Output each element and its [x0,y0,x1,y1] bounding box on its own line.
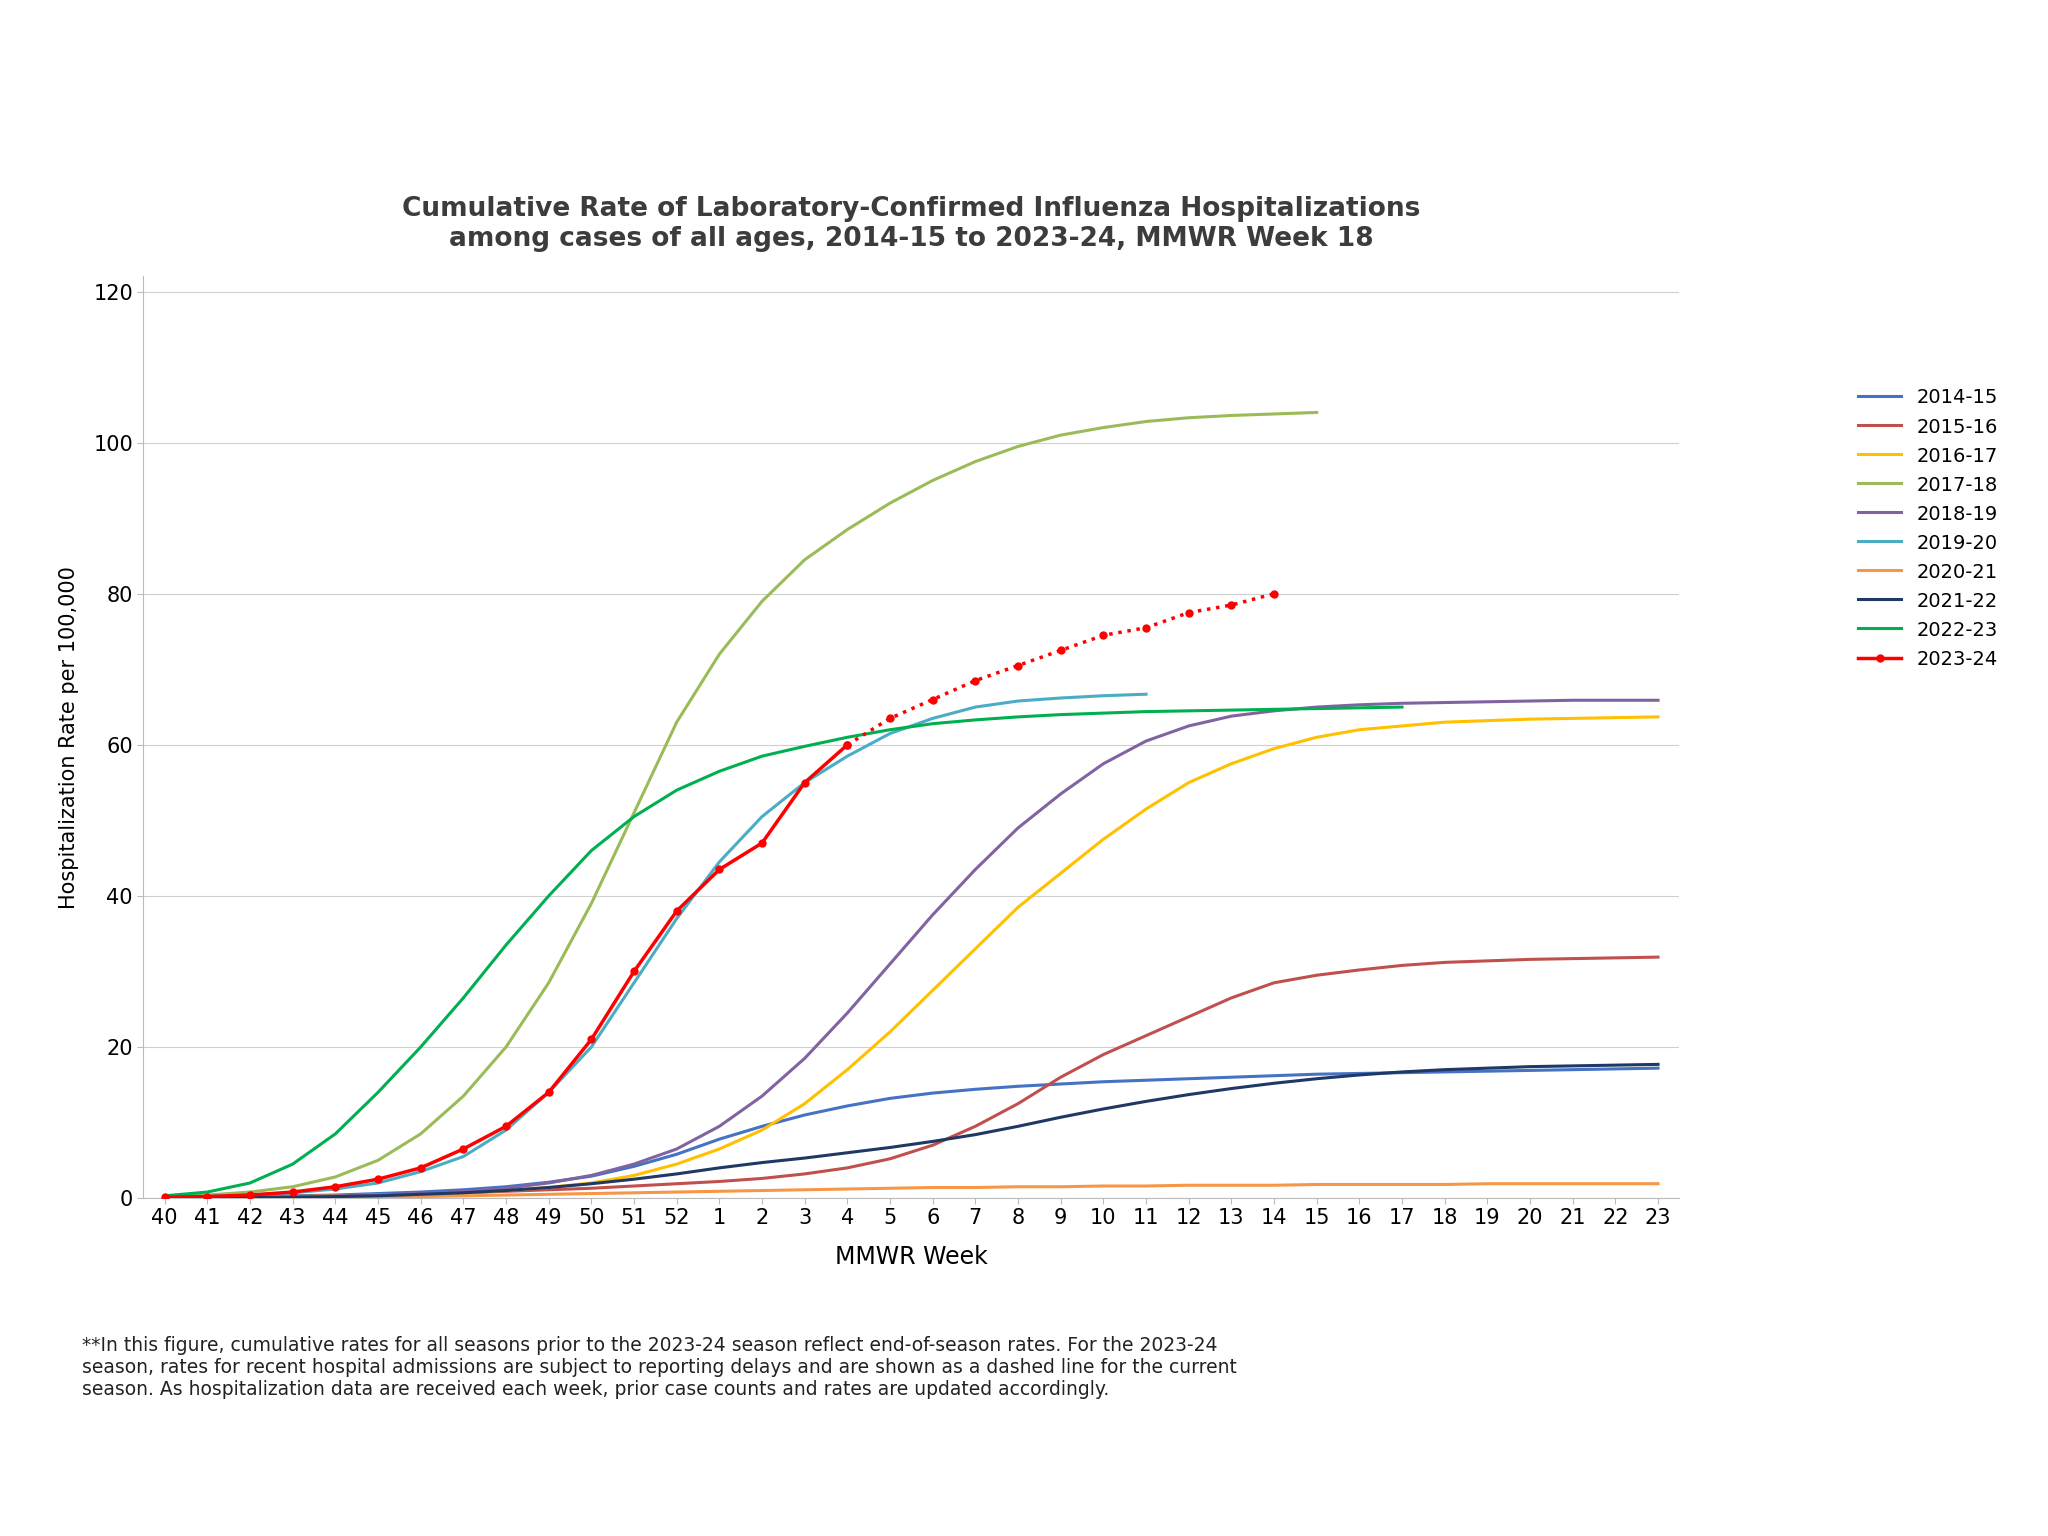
Title: Cumulative Rate of Laboratory-Confirmed Influenza Hospitalizations
among cases o: Cumulative Rate of Laboratory-Confirmed … [401,197,1421,252]
X-axis label: MMWR Week: MMWR Week [836,1246,987,1269]
Legend: 2014-15, 2015-16, 2016-17, 2017-18, 2018-19, 2019-20, 2020-21, 2021-22, 2022-23,: 2014-15, 2015-16, 2016-17, 2017-18, 2018… [1849,378,2007,679]
Text: **In this figure, cumulative rates for all seasons prior to the 2023-24 season r: **In this figure, cumulative rates for a… [82,1336,1237,1399]
Y-axis label: Hospitalization Rate per 100,000: Hospitalization Rate per 100,000 [59,565,80,909]
